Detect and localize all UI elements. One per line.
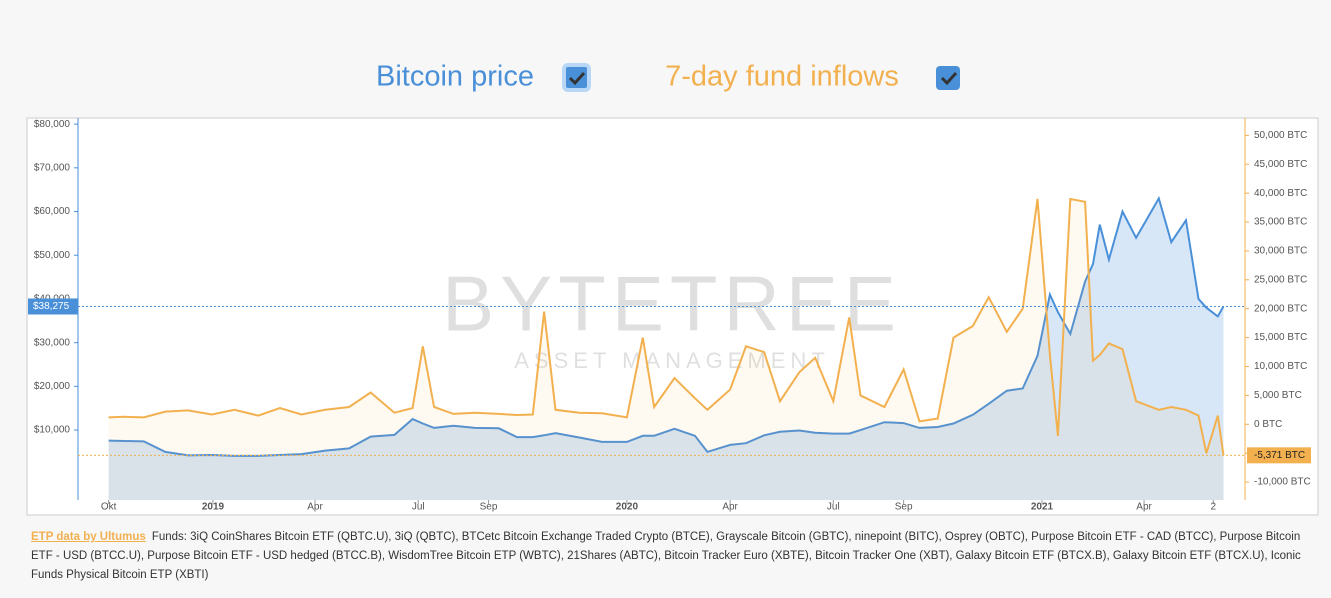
watermark-subtitle: ASSET MANAGEMENT bbox=[514, 348, 830, 373]
area-fill bbox=[108, 198, 1224, 500]
current-value-box bbox=[28, 298, 78, 315]
y-tick-label: $80,000 bbox=[34, 119, 71, 130]
x-tick-label: 2019 bbox=[202, 502, 225, 513]
y-tick-label: $30,000 bbox=[34, 337, 71, 348]
y-tick-label: $50,000 bbox=[34, 250, 71, 261]
legend-checkbox[interactable] bbox=[562, 63, 591, 92]
y2-tick-label: 5,000 BTC bbox=[1254, 390, 1302, 401]
series-line bbox=[108, 195, 1225, 457]
x-tick-label: Apr bbox=[307, 502, 323, 513]
current-value-label: $38,275 bbox=[33, 301, 70, 312]
y2-tick-label: 10,000 BTC bbox=[1254, 361, 1307, 372]
chart: Bitcoin price 7-day fund inflows BYTETRE… bbox=[26, 61, 1319, 516]
x-tick-label: Apr bbox=[1136, 502, 1152, 513]
area-fill bbox=[108, 198, 1224, 500]
x-tick-label: Apr bbox=[722, 502, 738, 513]
check-icon bbox=[568, 71, 586, 86]
x-tick-label: 2 bbox=[1210, 502, 1216, 513]
series-line bbox=[108, 197, 1225, 456]
x-tick-label: Jul bbox=[827, 502, 840, 513]
source-link[interactable]: ETP data by Ultumus bbox=[31, 531, 146, 543]
y-tick-label: $10,000 bbox=[34, 425, 71, 436]
x-tick-label: Okt bbox=[101, 502, 117, 513]
x-tick-label: 2021 bbox=[1031, 502, 1054, 513]
x-tick-label: Jul bbox=[412, 502, 425, 513]
y2-tick-label: 35,000 BTC bbox=[1254, 217, 1307, 228]
x-tick-label: Sep bbox=[895, 502, 913, 513]
y-tick-label: $60,000 bbox=[34, 206, 71, 217]
y2-tick-label: 50,000 BTC bbox=[1254, 130, 1307, 141]
legend-item[interactable]: Bitcoin price bbox=[376, 61, 591, 93]
y2-tick-label: 15,000 BTC bbox=[1254, 332, 1307, 343]
y2-tick-label: 40,000 BTC bbox=[1254, 188, 1307, 199]
y2-tick-label: -10,000 BTC bbox=[1254, 477, 1311, 488]
legend-label[interactable]: Bitcoin price bbox=[376, 61, 534, 93]
watermark: BYTETREE ASSET MANAGEMENT bbox=[442, 260, 902, 373]
y-tick-label: $20,000 bbox=[34, 381, 71, 392]
y-tick-label: $70,000 bbox=[34, 162, 71, 173]
y2-tick-label: 0 BTC bbox=[1254, 419, 1282, 430]
y2-tick-label: 25,000 BTC bbox=[1254, 274, 1307, 285]
check-icon bbox=[940, 71, 958, 86]
legend-label[interactable]: 7-day fund inflows bbox=[665, 61, 899, 93]
legend-checkbox[interactable] bbox=[936, 66, 960, 90]
x-tick-label: Sep bbox=[480, 502, 498, 513]
current-value-box bbox=[1247, 447, 1311, 464]
y2-tick-label: 20,000 BTC bbox=[1254, 303, 1307, 314]
y2-tick-label: 45,000 BTC bbox=[1254, 159, 1307, 170]
current-value-label: -5,371 BTC bbox=[1254, 450, 1305, 461]
y2-tick-label: 30,000 BTC bbox=[1254, 246, 1307, 257]
funds-text: Funds: 3iQ CoinShares Bitcoin ETF (QBTC.… bbox=[31, 531, 1301, 581]
legend: Bitcoin price 7-day fund inflows bbox=[376, 61, 960, 93]
legend-item[interactable]: 7-day fund inflows bbox=[665, 61, 960, 93]
x-tick-label: 2020 bbox=[616, 502, 639, 513]
footer: ETP data by Ultumus Funds: 3iQ CoinShares… bbox=[31, 528, 1311, 585]
watermark-title: BYTETREE bbox=[442, 260, 902, 348]
chart-frame bbox=[26, 117, 1319, 516]
